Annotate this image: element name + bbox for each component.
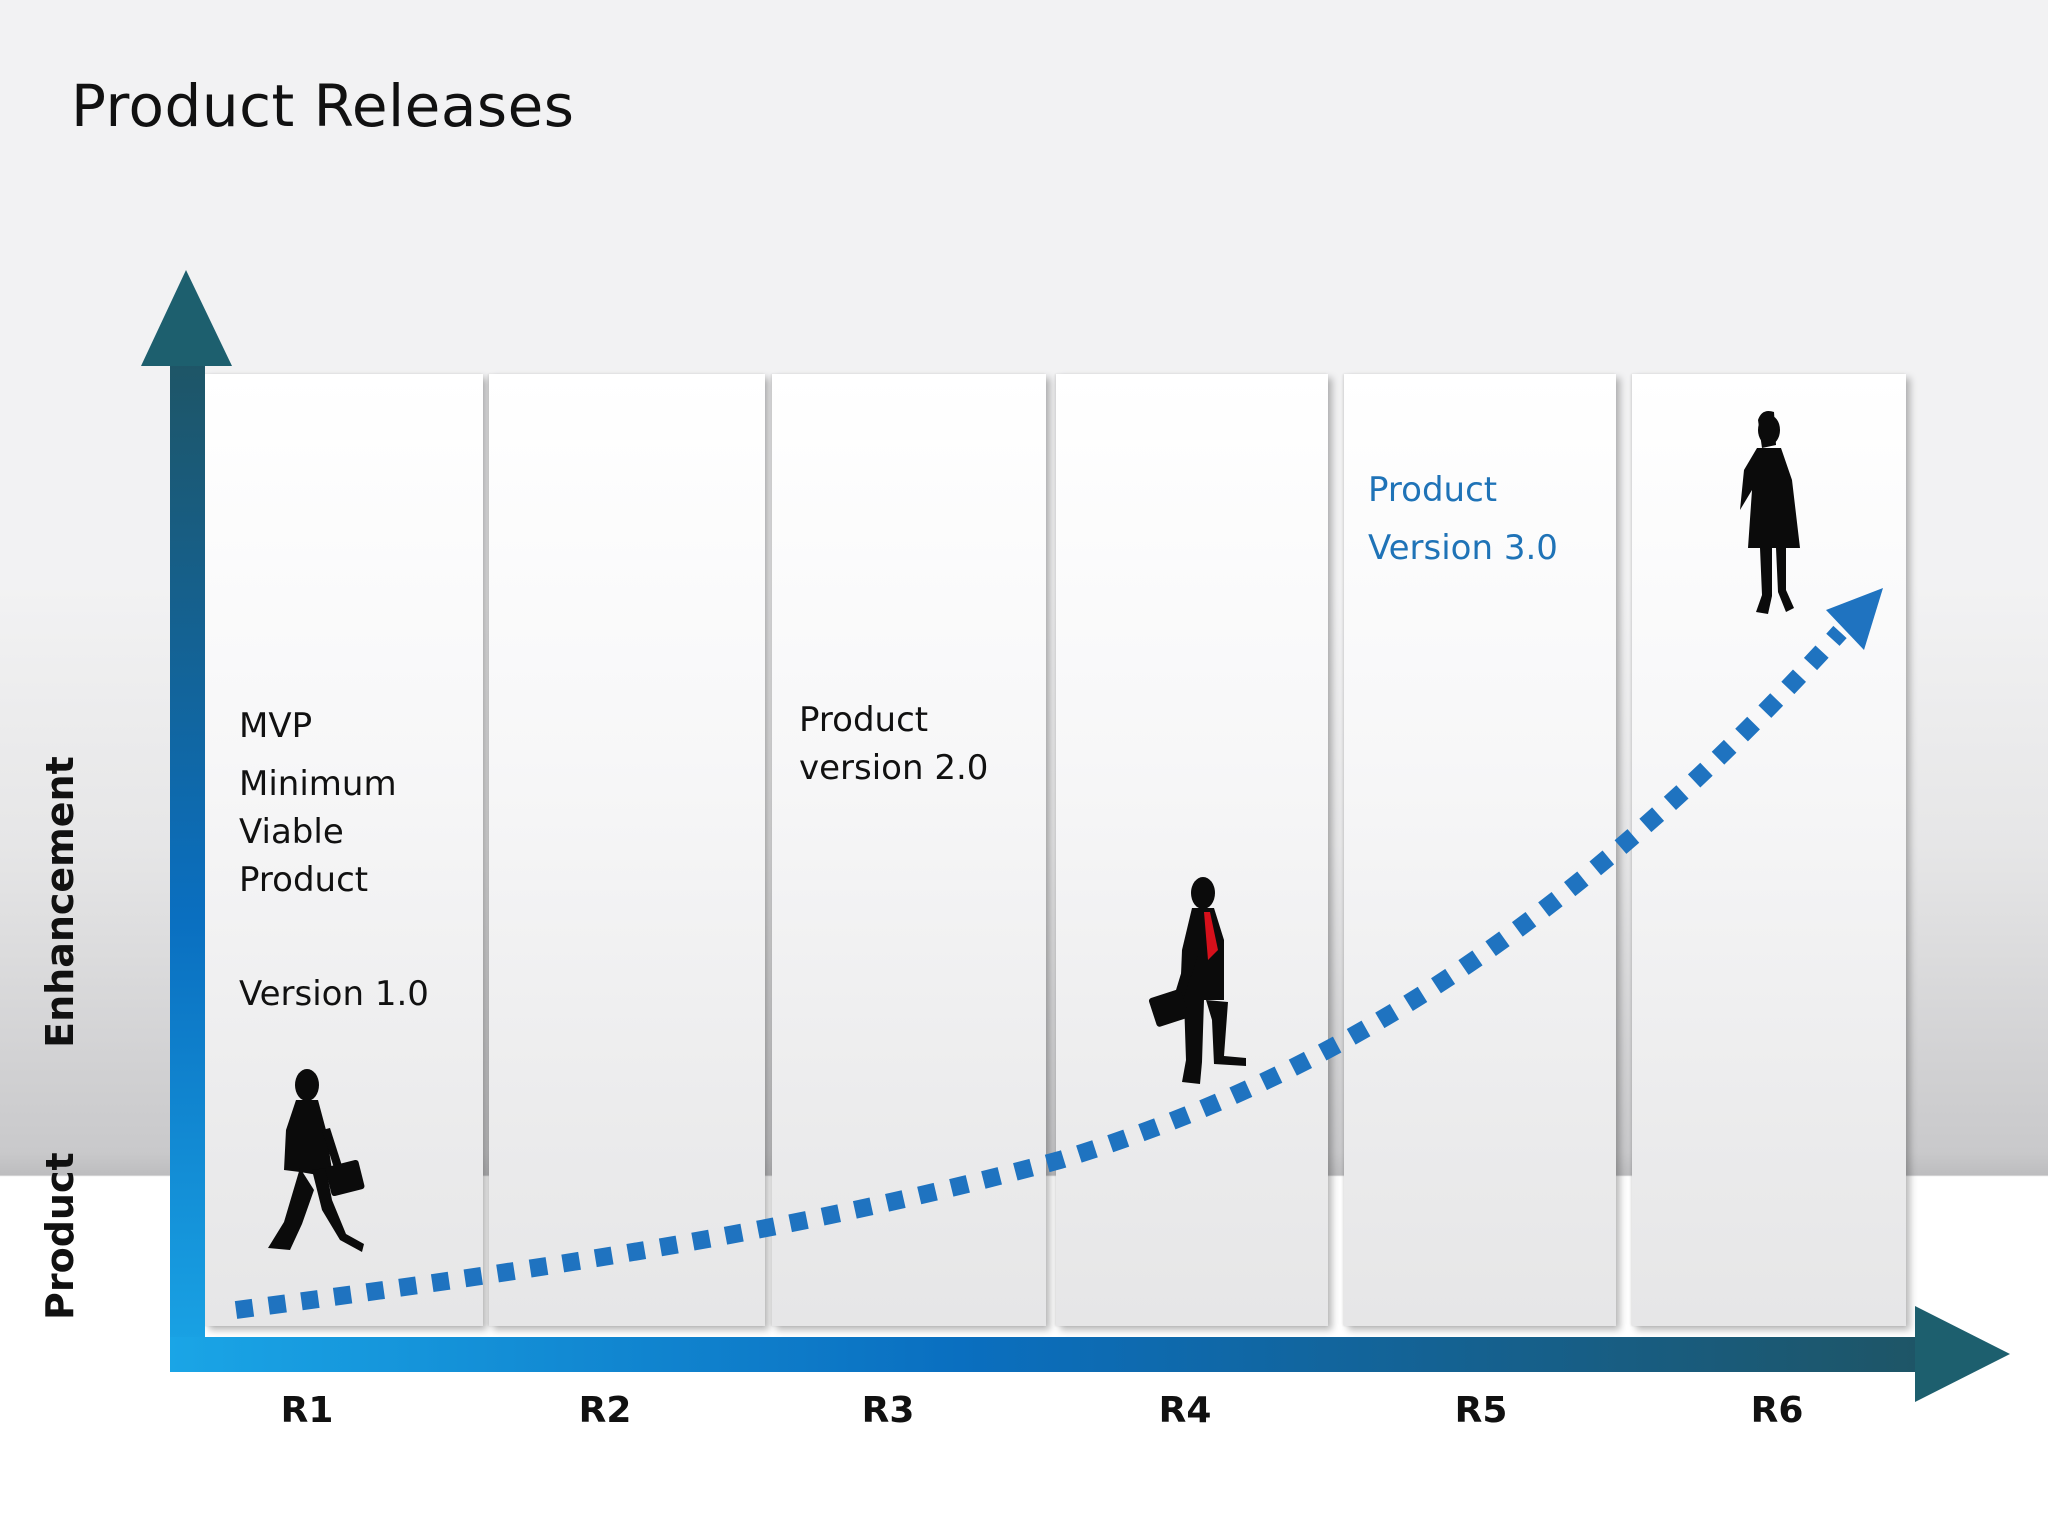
x-axis-arrow [170,1306,2010,1402]
r3-text-version: version 2.0 [799,748,989,788]
release-column-r2 [489,374,765,1326]
y-axis-label: Product Enhancement [30,756,90,1320]
climbing-man-figure [1148,877,1246,1084]
release-column-r3: Product version 2.0 [772,374,1046,1326]
x-label-r4: R4 [1158,1390,1212,1431]
growth-curve [234,588,1883,1319]
r5-text-product: Product [1368,470,1498,510]
x-label-r1: R1 [280,1390,334,1431]
x-label-r6: R6 [1750,1390,1804,1431]
r1-text-mvp: MVP [239,706,313,746]
r3-text-product: Product [799,700,929,740]
walking-man-figure [268,1069,365,1252]
r1-text-product: Product [239,860,369,900]
x-label-r5: R5 [1454,1390,1508,1431]
y-axis-label-enhancement: Enhancement [38,756,82,1048]
r1-text-viable: Viable [239,812,344,852]
release-column-r1: MVP Minimum Viable Product Version 1.0 [205,374,483,1326]
x-label-r2: R2 [578,1390,632,1431]
standing-woman-figure [1740,411,1800,614]
release-column-r4 [1056,374,1328,1326]
r5-text-version: Version 3.0 [1368,528,1558,568]
growth-curve-arrowhead [1826,588,1883,650]
release-column-r5: Product Version 3.0 [1344,374,1616,1326]
x-label-r3: R3 [861,1390,915,1431]
y-axis-label-product: Product [38,1152,82,1320]
y-axis-arrow [141,270,232,1372]
r1-text-version: Version 1.0 [239,974,429,1014]
page-title: Product Releases [71,72,575,140]
r1-text-minimum: Minimum [239,764,397,804]
